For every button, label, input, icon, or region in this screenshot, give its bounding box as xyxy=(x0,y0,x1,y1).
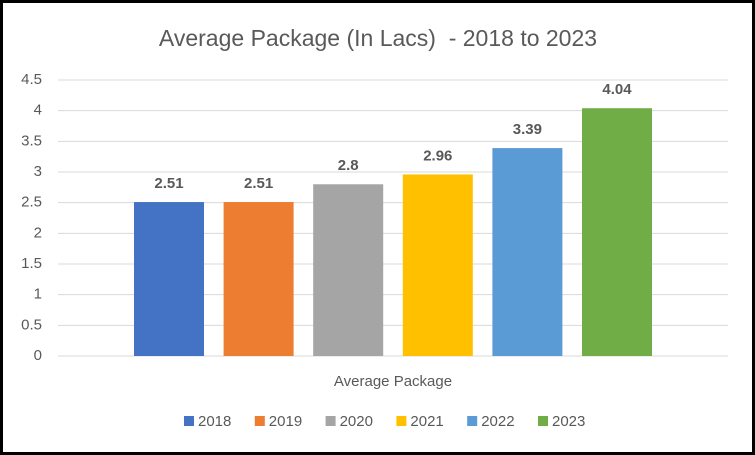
y-tick-label: 4 xyxy=(34,102,42,119)
y-tick-label: 0.5 xyxy=(21,316,42,333)
chart-title: Average Package (In Lacs) - 2018 to 2023 xyxy=(159,25,597,51)
y-tick-label: 1.5 xyxy=(21,255,42,272)
legend-label: 2022 xyxy=(481,413,514,430)
data-label: 2.8 xyxy=(338,157,359,174)
legend-swatch xyxy=(184,416,194,426)
legend-swatch xyxy=(538,416,548,426)
data-label: 2.51 xyxy=(154,175,183,192)
legend-label: 2023 xyxy=(552,413,585,430)
legend-swatch xyxy=(467,416,478,426)
bar xyxy=(134,202,204,356)
legend-label: 2018 xyxy=(198,413,231,430)
x-tick-label: Average Package xyxy=(334,373,452,390)
data-label: 2.96 xyxy=(423,147,452,164)
bar xyxy=(402,174,473,356)
bar xyxy=(582,108,652,356)
legend-label: 2021 xyxy=(410,413,443,430)
bar xyxy=(223,202,294,356)
data-label: 3.39 xyxy=(513,121,542,138)
data-label: 4.04 xyxy=(602,81,632,98)
legend-label: 2020 xyxy=(340,413,373,430)
y-tick-label: 2 xyxy=(34,224,42,241)
bar xyxy=(492,148,563,356)
legend-label: 2019 xyxy=(269,413,302,430)
y-tick-label: 1 xyxy=(34,286,42,303)
legend-swatch xyxy=(396,416,407,426)
y-tick-label: 3 xyxy=(34,163,42,180)
y-tick-label: 0 xyxy=(34,347,42,364)
data-label: 2.51 xyxy=(244,175,273,192)
y-tick-label: 4.5 xyxy=(21,71,42,88)
bar xyxy=(313,184,384,356)
y-tick-label: 2.5 xyxy=(21,194,42,211)
y-tick-label: 3.5 xyxy=(21,132,42,149)
legend-swatch xyxy=(254,416,265,426)
legend-swatch xyxy=(325,416,336,426)
